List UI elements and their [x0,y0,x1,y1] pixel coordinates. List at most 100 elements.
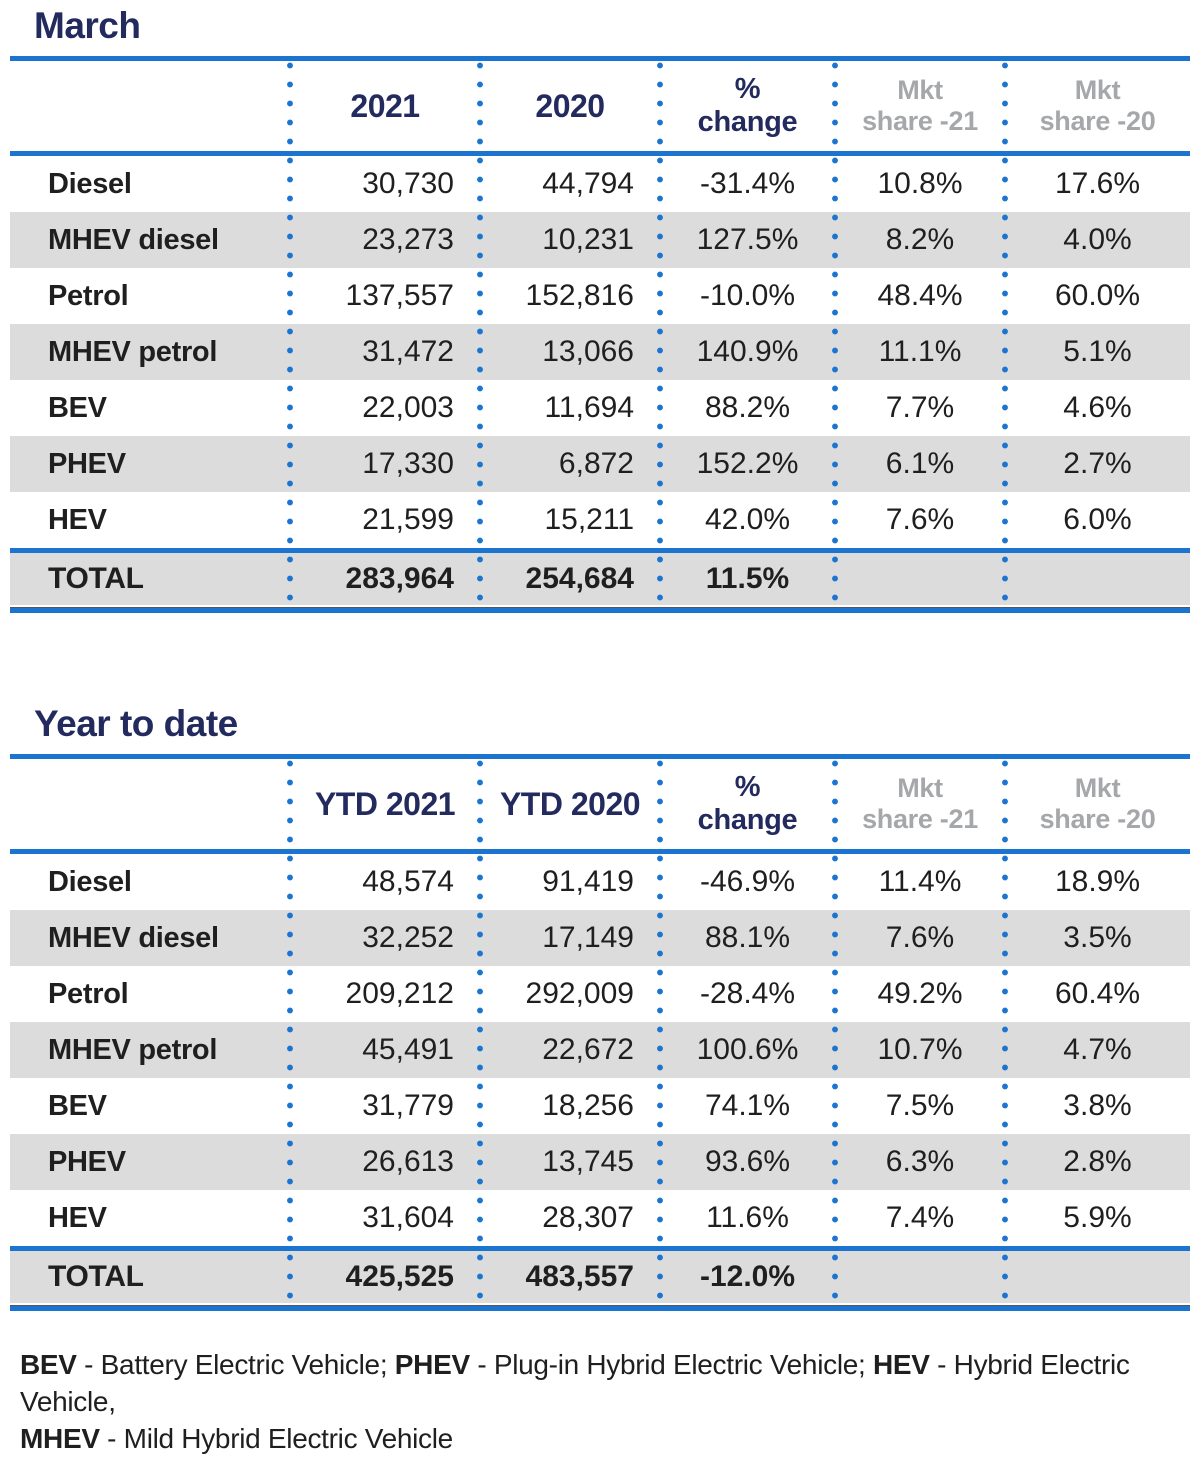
cell-year-previous: 6,872 [558,447,634,480]
footnote-text: - Plug-in Hybrid Electric Vehicle; [469,1349,873,1380]
cell-year-current: 30,730 [362,167,454,200]
footnote-text: - Battery Electric Vehicle; [76,1349,395,1380]
total-top-rule [10,1246,1190,1251]
table-bottom-rule [10,1303,1190,1311]
row-label: MHEV diesel [48,921,219,954]
table-top-rule [10,754,1190,759]
cell-mkt-share-21: 7.7% [885,391,955,424]
column-header-2021: 2021 [350,87,420,124]
cell-percent-change: 88.1% [704,921,791,954]
row-label: MHEV petrol [48,335,218,368]
cell-mkt-share-21: 7.5% [885,1089,955,1122]
cell-mkt-share-21: 8.2% [885,223,955,256]
header-line: change [697,106,798,138]
cell-mkt-share-20: 4.6% [1063,391,1132,424]
cell-percent-change: 152.2% [696,447,799,480]
column-header-mkt-share-20: Mkt share -20 [1005,75,1190,137]
total-row: TOTAL 283,964 254,684 11.5% [10,553,1190,605]
row-label: Petrol [48,977,129,1010]
cell-percent-change: -31.4% [699,167,796,200]
column-header-mkt-share-20: Mkt share -20 [1005,773,1190,835]
cell-year-previous: 13,066 [542,335,634,368]
cell-year-previous: 292,009 [525,977,634,1010]
cell-percent-change: -46.9% [699,865,796,898]
cell-mkt-share-20: 18.9% [1054,865,1141,898]
cell-mkt-share-21: 7.6% [885,921,955,954]
cell-mkt-share-21: 10.7% [877,1033,963,1066]
cell-percent-change: 100.6% [696,1033,799,1066]
cell-year-previous: 44,794 [542,167,634,200]
cell-mkt-share-20: 2.7% [1063,447,1132,480]
cell-year-current: 22,003 [362,391,454,424]
cell-year-current: 21,599 [362,503,454,536]
column-header-ytd-2020: YTD 2020 [499,785,641,822]
row-label: PHEV [48,1145,126,1178]
row-label: MHEV diesel [48,223,219,256]
cell-mkt-share-21: 48.4% [877,279,963,312]
cell-year-previous: 18,256 [542,1089,634,1122]
cell-mkt-share-20: 4.7% [1063,1033,1132,1066]
cell-year-previous: 10,231 [542,223,634,256]
cell-year-previous: 11,694 [544,391,634,424]
cell-mkt-share-20: 17.6% [1054,167,1141,200]
table-row: MHEV diesel 23,273 10,231 127.5% 8.2% 4.… [10,212,1190,268]
cell-year-current: 17,330 [362,447,454,480]
header-line: Mkt [897,74,943,105]
cell-year-previous: 152,816 [525,279,634,312]
footnote-line-2: MHEV - Mild Hybrid Electric Vehicle [20,1421,1180,1458]
footnote-term: MHEV [20,1422,100,1454]
cell-mkt-share-21: 11.1% [878,335,962,368]
header-line: % [734,770,761,803]
column-header-ytd-2021: YTD 2021 [314,785,456,822]
total-top-rule [10,548,1190,553]
column-header-mkt-share-21: Mkt share -21 [835,75,1005,137]
table-row: HEV 31,604 28,307 11.6% 7.4% 5.9% [10,1190,1190,1246]
column-header-2020: 2020 [535,87,605,124]
cell-mkt-share-20: 5.1% [1063,335,1132,368]
cell-year-previous: 15,211 [544,503,634,536]
header-line: % [734,72,761,105]
header-line: Mkt [1074,772,1121,803]
table-row: MHEV petrol 31,472 13,066 140.9% 11.1% 5… [10,324,1190,380]
cell-year-previous: 254,684 [525,562,634,595]
row-label: PHEV [48,447,126,480]
table-body: Diesel 30,730 44,794 -31.4% 10.8% 17.6% … [10,156,1190,548]
cell-percent-change: 93.6% [704,1145,791,1178]
march-table: 2021 2020 % change Mkt share -21 Mkt sha… [10,56,1190,613]
cell-mkt-share-21: 7.4% [885,1201,955,1234]
row-label: HEV [48,1201,107,1234]
table-header-row: YTD 2021 YTD 2020 % change Mkt share -21… [10,759,1190,849]
cell-percent-change: 11.6% [706,1201,789,1234]
column-header-mkt-share-21: Mkt share -21 [835,773,1005,835]
cell-percent-change: 11.5% [705,562,790,595]
footnote-term: BEV [20,1349,77,1380]
ytd-table: YTD 2021 YTD 2020 % change Mkt share -21… [10,754,1190,1311]
footnote-line-1: BEV - Battery Electric Vehicle; PHEV - P… [20,1347,1180,1421]
table-title-ytd: Year to date [34,703,238,744]
header-bottom-rule [10,151,1190,156]
cell-year-current: 32,252 [362,921,454,954]
cell-percent-change: 140.9% [696,335,799,368]
footnote-text: - Mild Hybrid Electric Vehicle [99,1422,453,1454]
cell-year-previous: 28,307 [542,1201,634,1234]
cell-year-current: 31,472 [362,335,454,368]
cell-year-current: 209,212 [345,977,454,1010]
cell-percent-change: 88.2% [704,391,791,424]
column-header-percent-change: % change [660,771,835,838]
cell-mkt-share-21: 6.1% [885,447,955,480]
footnote-term: HEV [872,1349,930,1380]
cell-mkt-share-21: 10.8% [877,167,963,200]
row-label: BEV [48,391,107,424]
row-label: MHEV petrol [48,1033,218,1066]
cell-year-current: 137,557 [345,279,454,312]
cell-percent-change: 127.5% [696,223,799,256]
cell-year-previous: 22,672 [542,1033,634,1066]
cell-year-current: 283,964 [345,562,454,595]
table-title-march: March [34,5,141,46]
table-row: Diesel 48,574 91,419 -46.9% 11.4% 18.9% [10,854,1190,910]
table-row: MHEV diesel 32,252 17,149 88.1% 7.6% 3.5… [10,910,1190,966]
table-top-rule [10,56,1190,61]
cell-year-previous: 17,149 [542,921,634,954]
footnote-term: PHEV [394,1349,470,1380]
cell-year-previous: 13,745 [542,1145,634,1178]
